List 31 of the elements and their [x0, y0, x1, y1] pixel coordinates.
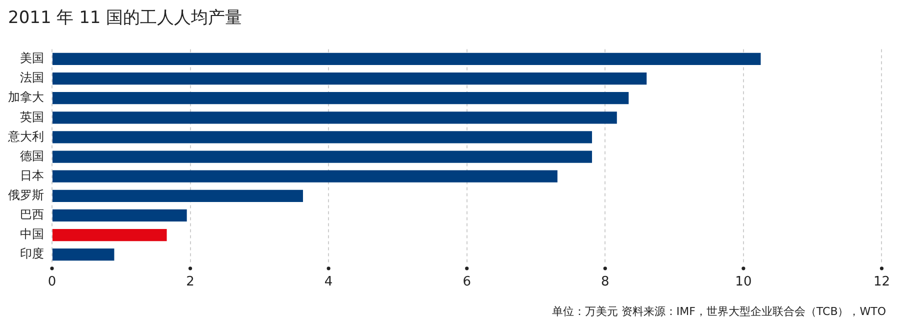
- y-tick-label: 法国: [20, 70, 44, 85]
- x-tick-label: 8: [601, 274, 610, 290]
- bar: [52, 209, 187, 222]
- bar: [52, 131, 592, 144]
- bar: [52, 92, 629, 104]
- bar: [52, 248, 114, 261]
- x-tick-label: 10: [735, 274, 752, 290]
- chart-title: 2011 年 11 国的工人人均产量: [8, 7, 242, 29]
- x-tick-label: 6: [462, 274, 472, 290]
- bar: [52, 150, 592, 163]
- y-tick-label: 加拿大: [8, 90, 44, 104]
- bar: [52, 72, 647, 85]
- y-tick-label: 中国: [20, 227, 44, 242]
- bar: [52, 228, 167, 242]
- bar: [52, 190, 303, 202]
- y-tick-label: 印度: [20, 246, 44, 261]
- y-tick-label: 德国: [20, 148, 44, 163]
- y-tick-label: 俄罗斯: [8, 188, 44, 202]
- x-tick-label: 4: [324, 274, 333, 290]
- x-tick-label: 12: [873, 274, 890, 290]
- bar: [52, 112, 617, 124]
- bar: [52, 52, 761, 66]
- y-tick-label: 美国: [20, 51, 44, 66]
- y-tick-label: 意大利: [7, 129, 44, 144]
- y-tick-label: 巴西: [20, 208, 44, 222]
- bar: [52, 170, 558, 182]
- y-tick-label: 日本: [20, 168, 44, 182]
- x-tick-label: 0: [48, 274, 56, 290]
- x-tick-label: 2: [186, 274, 194, 290]
- y-tick-label: 英国: [20, 110, 44, 124]
- text: 单位：万美元 资料来源：IMF，世界大型企业联合会（TCB），WTO: [552, 304, 886, 319]
